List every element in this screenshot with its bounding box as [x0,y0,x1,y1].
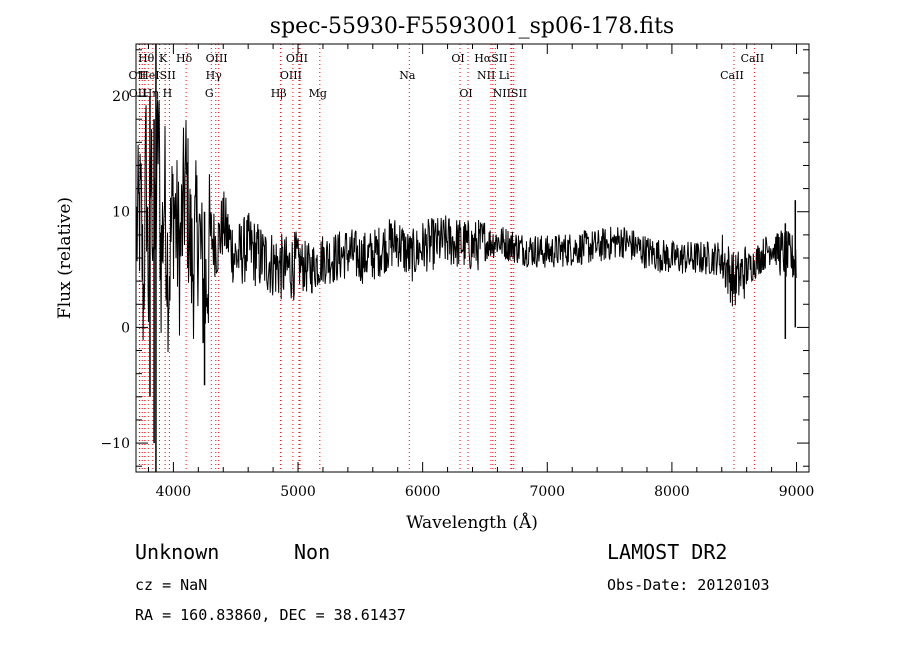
line-label: OII [129,69,147,82]
spectrum-line [136,99,797,353]
y-tick-label: −10 [100,436,130,452]
chart-title: spec-55930-F5593001_sp06-178.fits [270,14,674,39]
object-subclass: Non [294,540,330,564]
line-label: CaII [720,69,744,82]
line-label: OIII [286,52,308,65]
coordinates: RA = 160.83860, DEC = 38.61437 [135,606,406,624]
survey-name: LAMOST DR2 [607,540,727,564]
x-tick-label: 5000 [280,484,316,500]
x-tick-label: 7000 [529,484,565,500]
line-label: Hγ [206,69,223,82]
y-axis-label: Flux (relative) [55,197,75,319]
y-tick-label: 20 [112,89,130,105]
line-label: OI [459,87,472,100]
y-tick-label: 10 [112,205,130,221]
spectrum-spikes [149,44,797,472]
object-class: Unknown [135,540,219,564]
x-tick-label: 9000 [779,484,815,500]
x-tick-label: 6000 [405,484,441,500]
line-label: Hδ [176,52,193,65]
x-tick-label: 4000 [156,484,192,500]
line-label: Na [399,69,416,82]
line-label: HeISII [139,69,176,82]
y-tick-label: 0 [121,320,130,336]
line-label: Hθ [138,52,155,65]
line-label: H [163,87,173,100]
line-label: NIISII [493,87,528,100]
obs-date: Obs-Date: 20120103 [607,576,770,594]
line-label: OI [451,52,464,65]
line-label: Hη [143,87,159,100]
line-label: HαSII [474,52,507,65]
x-axis-label: Wavelength (Å) [406,512,538,533]
spectral-line-markers [138,44,755,472]
line-label: CaII [741,52,765,65]
line-label: Hβ [271,87,287,100]
line-label: OIII [206,52,228,65]
line-label: Mg [309,87,327,100]
y-axis: −10 0 10 20 [100,49,809,467]
redshift-text: cz = NaN [135,576,207,594]
x-axis: 4000 5000 6000 7000 8000 9000 [147,44,815,500]
line-label: OIII [280,69,302,82]
line-label: G [205,87,214,100]
x-tick-label: 8000 [654,484,690,500]
line-label: NII Li [477,69,510,82]
line-label: K [159,52,168,65]
line-label: OII [129,87,147,100]
